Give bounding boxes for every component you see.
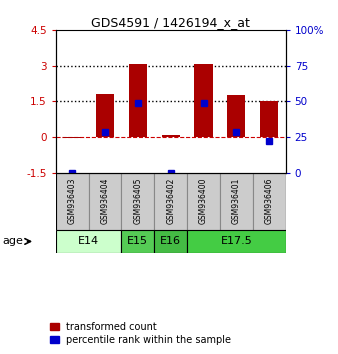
Text: E15: E15 [127,236,148,246]
Bar [154,230,187,253]
Text: E16: E16 [160,236,181,246]
Bar [56,230,121,253]
Bar [96,94,114,137]
Bar [154,173,187,230]
Bar [260,101,278,137]
Bar [121,230,154,253]
Bar [89,173,121,230]
Text: GSM936400: GSM936400 [199,178,208,224]
Bar [227,96,245,137]
Bar [187,230,286,253]
Bar [187,173,220,230]
Bar [220,173,253,230]
Text: GSM936405: GSM936405 [134,178,142,224]
Bar [194,64,213,137]
Bar [121,173,154,230]
Bar [162,135,180,137]
Text: GSM936406: GSM936406 [265,178,274,224]
Bar [253,173,286,230]
Text: E14: E14 [78,236,99,246]
Text: GSM936403: GSM936403 [68,178,77,224]
Text: GSM936404: GSM936404 [100,178,110,224]
Text: GSM936402: GSM936402 [166,178,175,224]
Bar [56,173,89,230]
Text: E17.5: E17.5 [220,236,252,246]
Legend: transformed count, percentile rank within the sample: transformed count, percentile rank withi… [49,321,232,346]
Text: age: age [3,236,24,246]
Title: GDS4591 / 1426194_x_at: GDS4591 / 1426194_x_at [91,16,250,29]
Text: GSM936401: GSM936401 [232,178,241,224]
Bar [63,137,81,138]
Bar [129,64,147,137]
